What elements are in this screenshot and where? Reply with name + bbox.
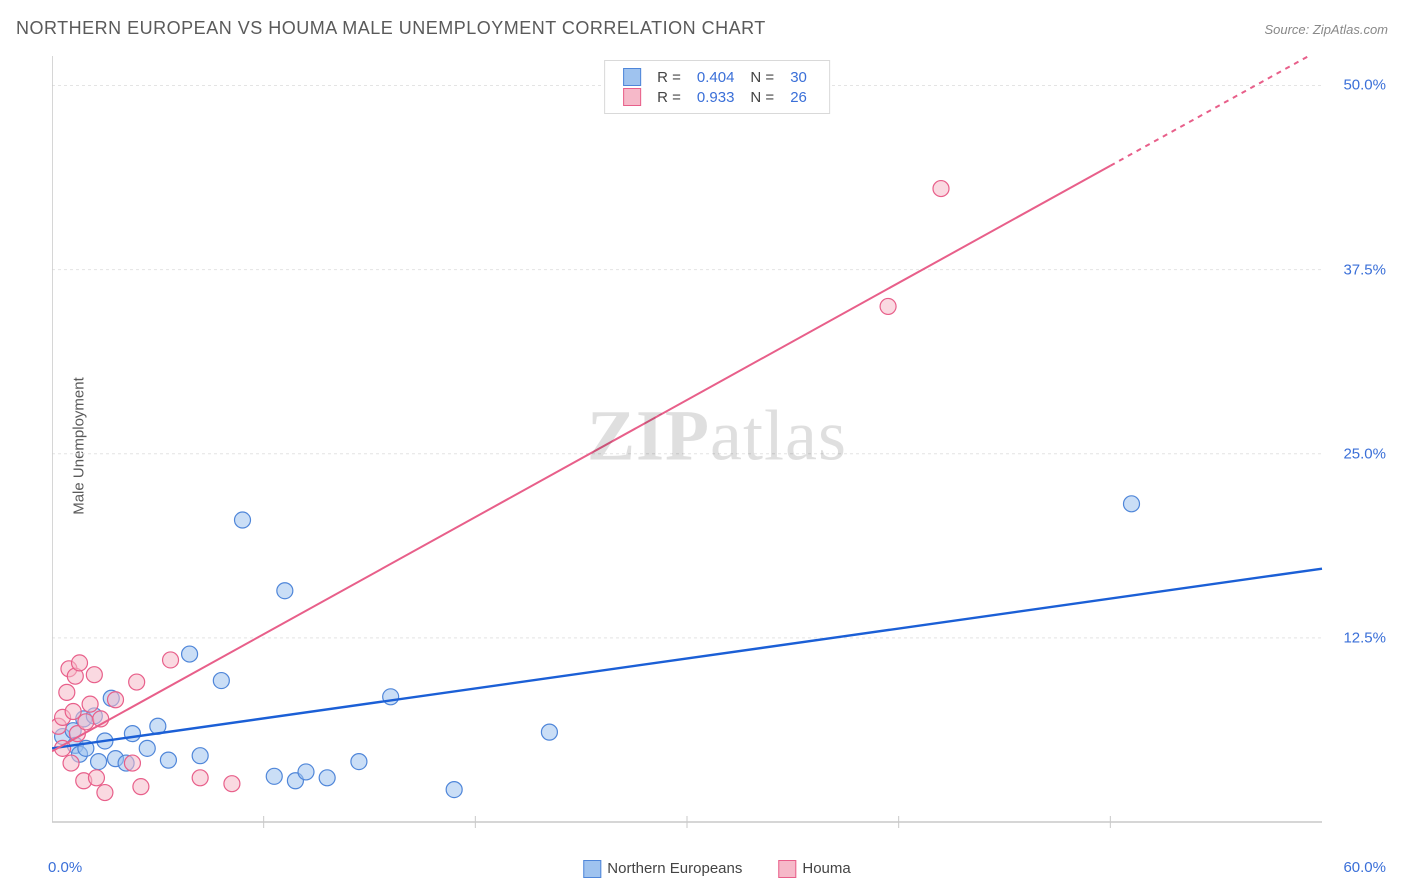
source-attribution: Source: ZipAtlas.com	[1264, 22, 1388, 37]
legend-label: Houma	[802, 860, 850, 877]
y-tick-label: 37.5%	[1343, 261, 1386, 278]
legend-r-label: R =	[649, 67, 689, 87]
legend-r-label: R =	[649, 87, 689, 107]
legend-row: R =0.933N =26	[615, 87, 815, 107]
legend-swatch	[583, 860, 601, 878]
legend-item: Houma	[778, 860, 850, 877]
legend-n-label: N =	[742, 67, 782, 87]
legend-series: Northern Europeans Houma	[565, 860, 868, 878]
legend-n-label: N =	[742, 87, 782, 107]
chart-title: NORTHERN EUROPEAN VS HOUMA MALE UNEMPLOY…	[16, 18, 766, 39]
y-tick-label: 25.0%	[1343, 445, 1386, 462]
x-axis-max-label: 60.0%	[1343, 859, 1386, 876]
legend-n-value: 26	[782, 87, 815, 107]
y-tick-label: 12.5%	[1343, 629, 1386, 646]
scatter-plot: ZIPatlas R =0.404N =30R =0.933N =26 Nort…	[52, 56, 1382, 848]
y-tick-label: 50.0%	[1343, 77, 1386, 94]
legend-swatch	[623, 68, 641, 86]
legend-row: R =0.404N =30	[615, 67, 815, 87]
legend-n-value: 30	[782, 67, 815, 87]
legend-label: Northern Europeans	[607, 860, 742, 877]
legend-correlation: R =0.404N =30R =0.933N =26	[604, 60, 830, 114]
legend-swatch	[623, 88, 641, 106]
plot-svg	[52, 56, 1382, 848]
legend-swatch	[778, 860, 796, 878]
legend-r-value: 0.933	[689, 87, 743, 107]
legend-r-value: 0.404	[689, 67, 743, 87]
x-axis-min-label: 0.0%	[48, 859, 82, 876]
legend-item: Northern Europeans	[583, 860, 742, 877]
